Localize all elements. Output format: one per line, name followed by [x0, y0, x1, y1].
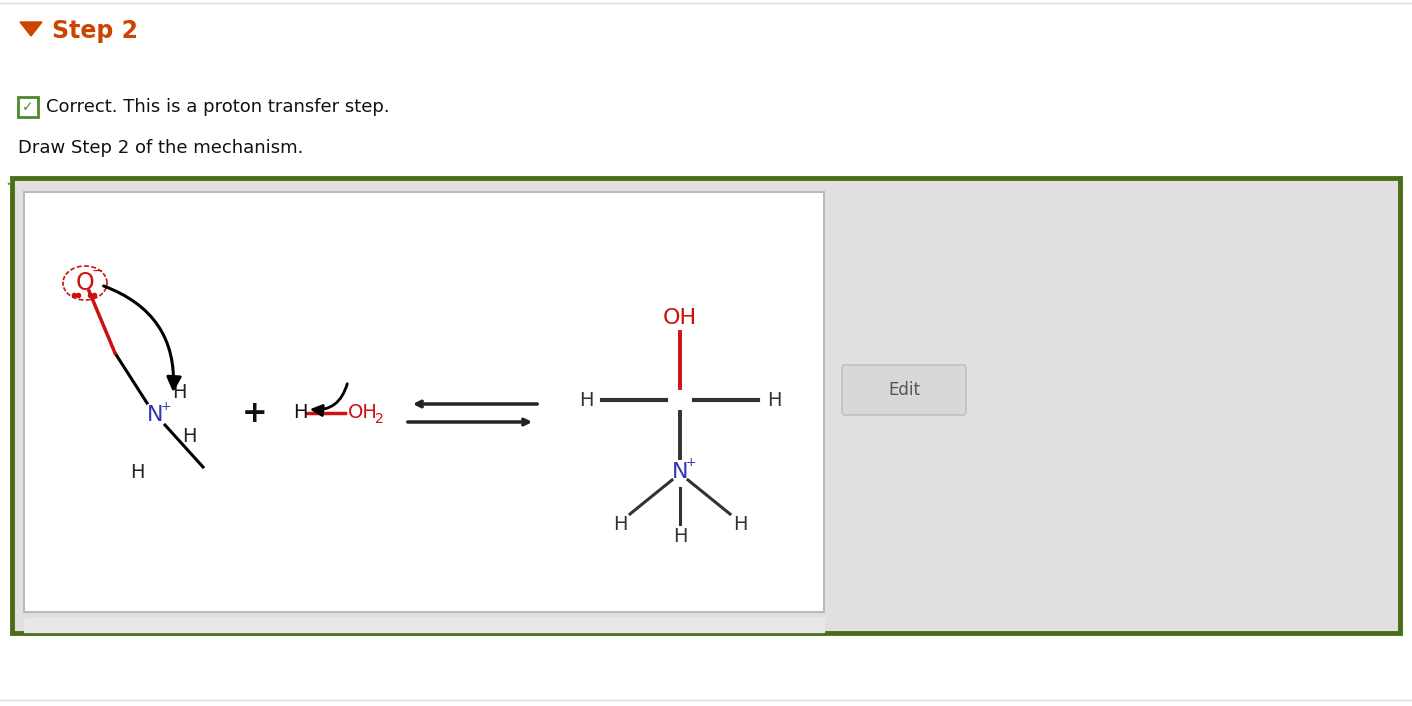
Text: H: H [672, 527, 688, 546]
Text: H: H [172, 383, 186, 402]
Bar [24, 618, 825, 632]
Text: OH: OH [347, 404, 378, 422]
Text: OH: OH [664, 308, 698, 328]
FancyArrowPatch shape [103, 286, 181, 389]
Text: Correct. This is a proton transfer step.: Correct. This is a proton transfer step. [47, 98, 390, 116]
Text: 2: 2 [376, 412, 384, 426]
Text: H: H [733, 515, 747, 534]
FancyBboxPatch shape [11, 178, 1401, 633]
FancyBboxPatch shape [24, 192, 825, 612]
Polygon shape [20, 22, 42, 36]
Text: H: H [182, 428, 196, 446]
Text: −: − [92, 264, 103, 278]
Text: +: + [686, 457, 696, 469]
Text: +: + [161, 400, 171, 412]
Text: ✓: ✓ [23, 100, 34, 114]
Text: ✓: ✓ [6, 178, 14, 188]
FancyArrowPatch shape [313, 383, 347, 415]
Text: H: H [579, 390, 593, 409]
Text: Step 2: Step 2 [52, 19, 138, 43]
Text: H: H [130, 464, 144, 482]
Text: Edit: Edit [888, 381, 921, 399]
Text: N: N [147, 405, 164, 425]
Text: +: + [243, 398, 268, 428]
Text: O: O [76, 271, 95, 295]
FancyBboxPatch shape [18, 97, 38, 117]
Text: H: H [294, 404, 308, 422]
Text: H: H [767, 390, 781, 409]
Text: Draw Step 2 of the mechanism.: Draw Step 2 of the mechanism. [18, 139, 304, 157]
Text: N: N [672, 462, 688, 482]
Text: H: H [613, 515, 627, 534]
FancyBboxPatch shape [842, 365, 966, 415]
